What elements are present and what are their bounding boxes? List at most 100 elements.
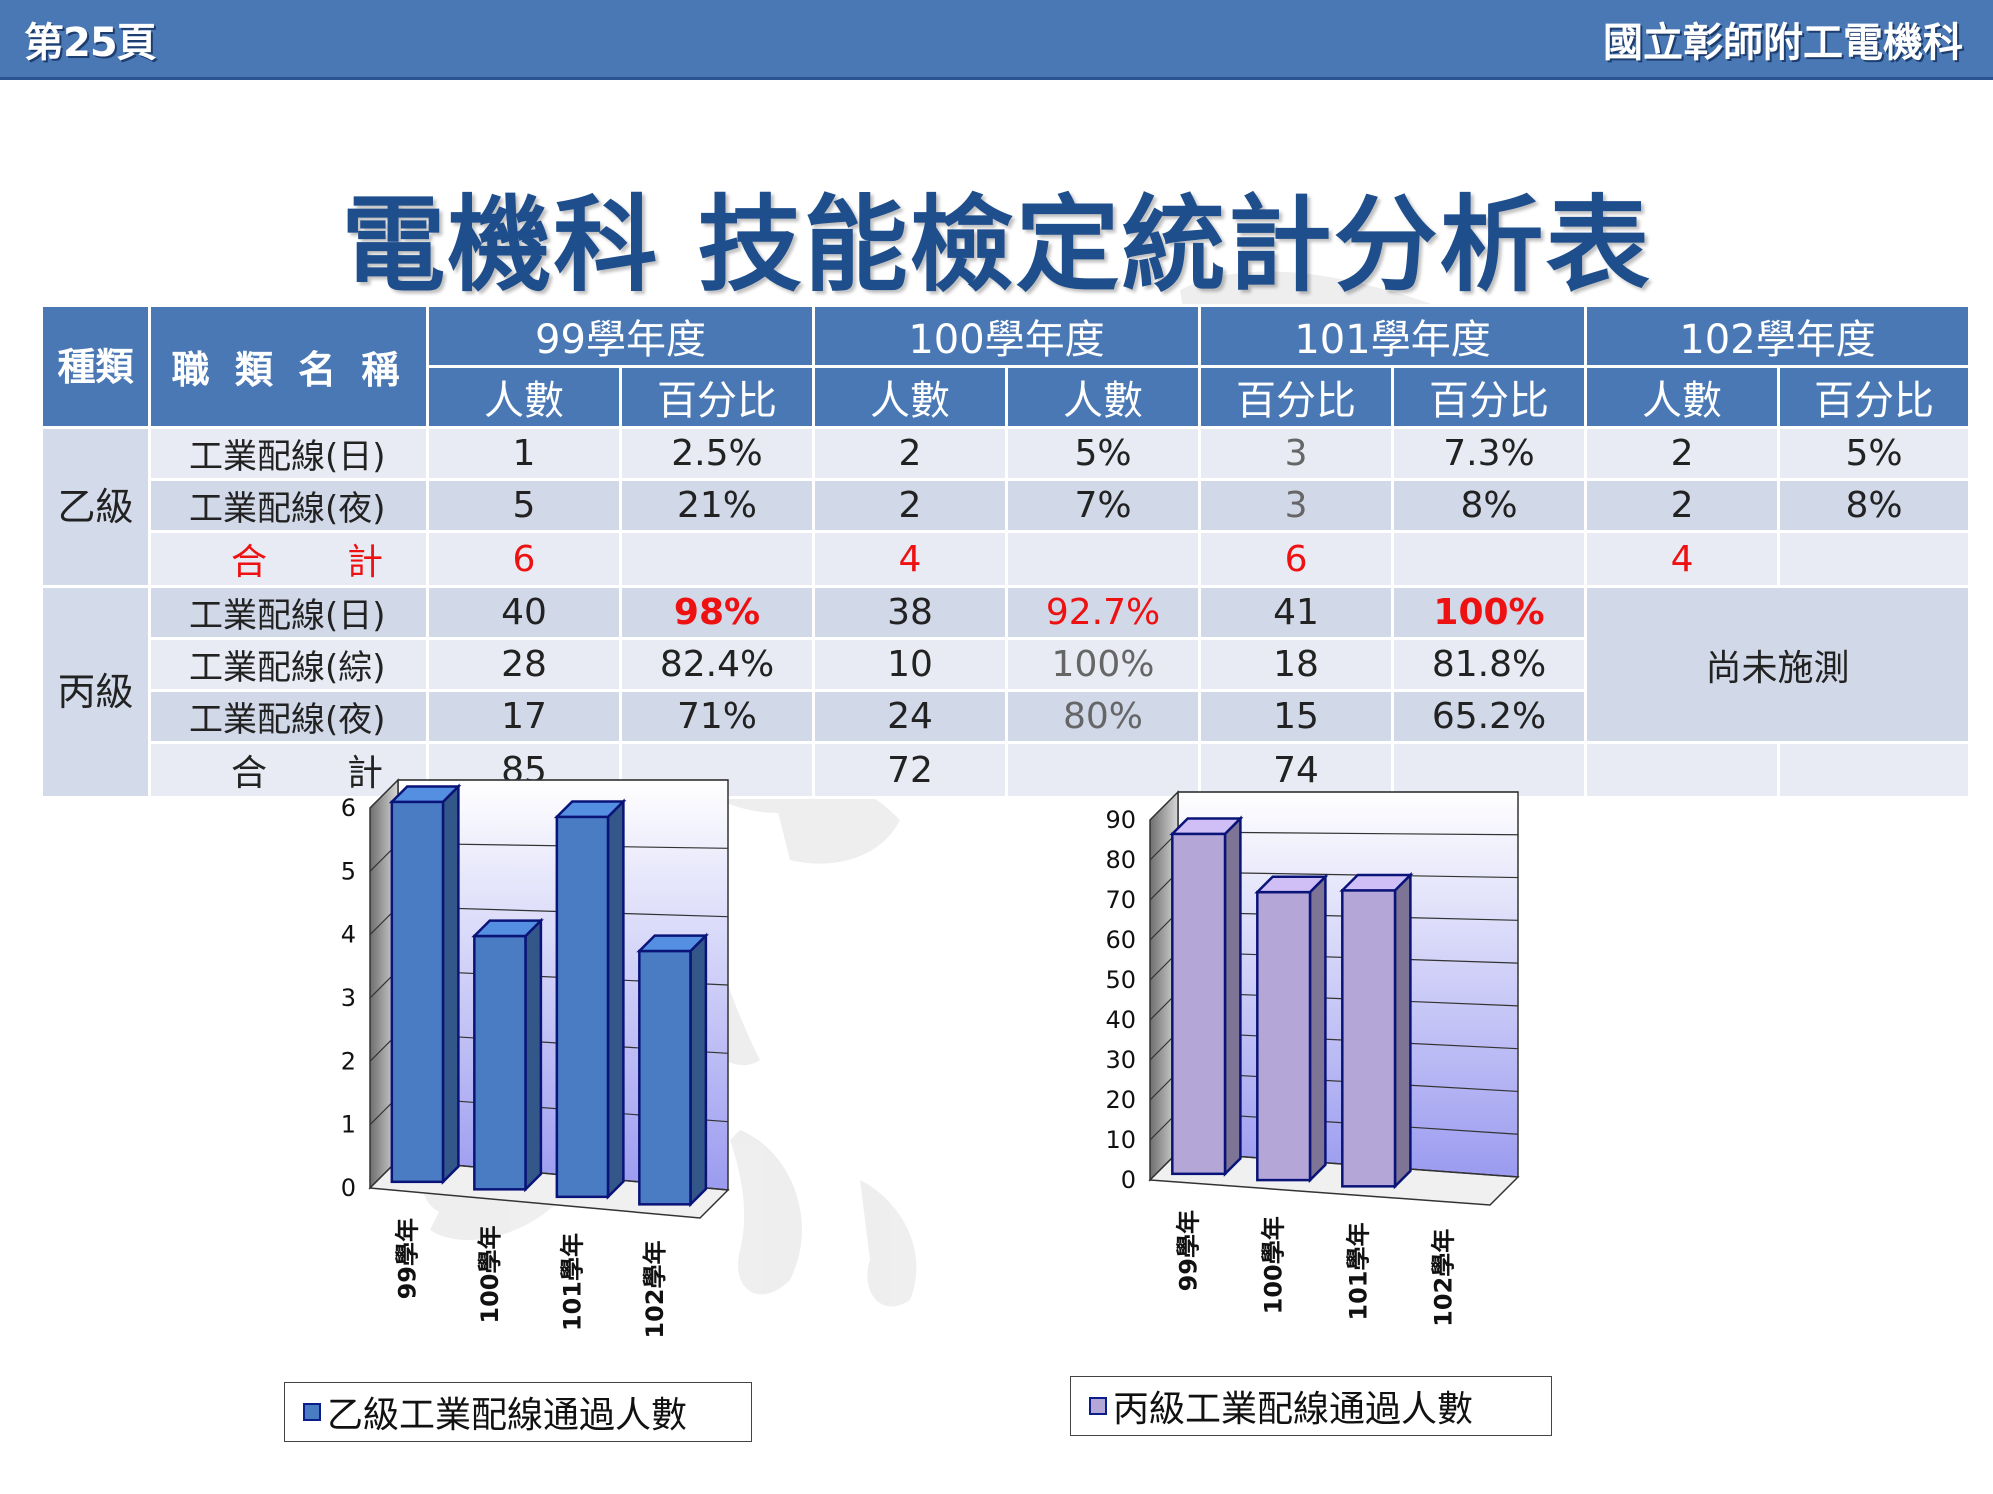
- table-cell: [619, 530, 815, 588]
- header-year: 99學年度: [426, 304, 815, 368]
- table-cell: 8%: [1391, 478, 1588, 533]
- header-year: 102學年度: [1584, 304, 1972, 368]
- subheader-cell: 人數: [1004, 365, 1202, 429]
- x-tick-label: 101學年: [558, 1233, 586, 1331]
- y-tick-label: 50: [1105, 966, 1136, 994]
- table-cell: 28: [426, 637, 622, 692]
- page-number: 第25頁: [24, 20, 157, 66]
- bar-side: [606, 798, 625, 1200]
- table-row: 工業配線(綜) 28 82.4% 10 100% 18 81.8%: [42, 637, 1970, 692]
- table-cell: 38: [812, 585, 1008, 640]
- gridline: [369, 779, 399, 809]
- table-cell: 4: [812, 530, 1008, 588]
- table-cell: [1777, 530, 1972, 588]
- table-header-row: 種類 職 類 名 稱 99學年度 100學年度 101學年度 102學年度: [40, 304, 1972, 429]
- header-kind: 種類: [40, 304, 151, 429]
- y-tick-label: 0: [341, 1174, 356, 1202]
- table-cell: [1004, 741, 1202, 799]
- group-label-c: 丙級: [40, 585, 151, 799]
- x-tick-label: 100學年: [476, 1226, 504, 1324]
- table-row: 丙級 工業配線(日) 40 98% 38 92.7% 41 100% 尚未施測: [40, 585, 1972, 799]
- header-year: 100學年度: [811, 304, 1202, 368]
- job-name-cell: 工業配線(綜): [148, 637, 429, 692]
- x-tick-label: 101學年: [1345, 1223, 1373, 1321]
- y-tick-label: 70: [1105, 886, 1136, 914]
- subheader-cell: 人數: [426, 365, 622, 429]
- y-tick-label: 3: [341, 984, 356, 1012]
- bar-side: [1223, 815, 1242, 1177]
- table-cell: 8%: [1777, 478, 1972, 533]
- bar-side: [1393, 871, 1412, 1190]
- table-cell: [1777, 741, 1972, 799]
- table-row: 乙級 工業配線(日) 1 2.5% 2 5% 3 7.3% 2 5%: [40, 426, 1972, 588]
- bar-side: [441, 783, 460, 1185]
- table-cell: 2: [812, 426, 1008, 481]
- table-cell: 7.3%: [1391, 426, 1588, 481]
- table-cell: 80%: [1004, 689, 1202, 744]
- table-cell: [1004, 530, 1202, 588]
- table-cell: [1391, 530, 1588, 588]
- bar-top: [388, 785, 462, 804]
- table-cell: 71%: [619, 689, 815, 744]
- chart-grade-c: 0 10 20 30 40 50 60 70 80 90 99學年 100學年 101學年 102學年: [1105, 790, 1520, 1327]
- table-cell: 2: [1584, 478, 1781, 533]
- x-tick-label: 99學年: [1175, 1210, 1203, 1291]
- table-cell: 100%: [1391, 585, 1588, 640]
- y-tick-label: 40: [1105, 1006, 1136, 1034]
- legend-swatch: [303, 1403, 321, 1421]
- gridline: [1149, 791, 1179, 821]
- table-cell: 2: [1584, 426, 1781, 481]
- bar: [473, 934, 527, 1191]
- job-name-cell: 工業配線(日): [148, 585, 429, 640]
- bar-top: [471, 919, 544, 938]
- bar: [390, 800, 445, 1184]
- x-tick-label: 99學年: [393, 1218, 421, 1299]
- bar-top: [1254, 875, 1329, 894]
- y-tick-label: 90: [1105, 806, 1136, 834]
- y-tick-label: 2: [341, 1047, 356, 1075]
- job-name-cell: 工業配線(夜): [148, 689, 429, 744]
- total-label: 合計: [148, 530, 429, 588]
- table-cell: 15: [1198, 689, 1395, 744]
- x-tick-label: 102學年: [641, 1241, 669, 1339]
- bar: [555, 815, 610, 1199]
- table-cell: 40: [426, 585, 622, 640]
- header-job-name: 職 類 名 稱: [148, 304, 429, 429]
- table-cell: 21%: [619, 478, 815, 533]
- legend-label: 丙級工業配線通過人數: [1113, 1389, 1474, 1430]
- bar-top: [1169, 817, 1244, 836]
- y-tick-label: 0: [1121, 1166, 1136, 1194]
- bar-side: [689, 932, 708, 1208]
- table-cell: 74: [1198, 741, 1395, 799]
- bar-top: [553, 800, 627, 819]
- not-yet-tested-cell: 尚未施測: [1584, 585, 1972, 744]
- bar: [1341, 889, 1397, 1188]
- x-tick-label: 102學年: [1430, 1229, 1458, 1327]
- table-cell: [1584, 741, 1781, 799]
- table-cell: 6: [1198, 530, 1395, 588]
- header-year: 101學年度: [1198, 304, 1588, 368]
- statistics-table: 種類 職 類 名 稱 99學年度 100學年度 101學年度 102學年度 人數…: [40, 304, 1972, 799]
- subheader-cell: 百分比: [1777, 365, 1972, 429]
- table-total-row: 合計 6 4 6 4: [42, 530, 1972, 588]
- table-cell: 2: [812, 478, 1008, 533]
- table-cell: 18: [1198, 637, 1395, 692]
- total-label: 合計: [148, 741, 429, 799]
- table-total-row: 合計 85 72 74: [42, 741, 1972, 799]
- table-cell: 2.5%: [619, 426, 815, 481]
- table-cell: 5%: [1004, 426, 1202, 481]
- bar-side: [1308, 873, 1327, 1184]
- table-cell: 24: [812, 689, 1008, 744]
- y-tick-label: 60: [1105, 926, 1136, 954]
- y-tick-label: 5: [341, 857, 356, 885]
- subheader-cell: 人數: [812, 365, 1008, 429]
- table-cell: 92.7%: [1004, 585, 1202, 640]
- bar-side: [524, 917, 543, 1193]
- table-cell: 10: [812, 637, 1008, 692]
- job-name-cell: 工業配線(日): [148, 426, 429, 481]
- subheader-cell: 百分比: [619, 365, 815, 429]
- subheader-cell: 百分比: [1198, 365, 1395, 429]
- subheader-cell: 人數: [1584, 365, 1781, 429]
- table-cell: 41: [1198, 585, 1395, 640]
